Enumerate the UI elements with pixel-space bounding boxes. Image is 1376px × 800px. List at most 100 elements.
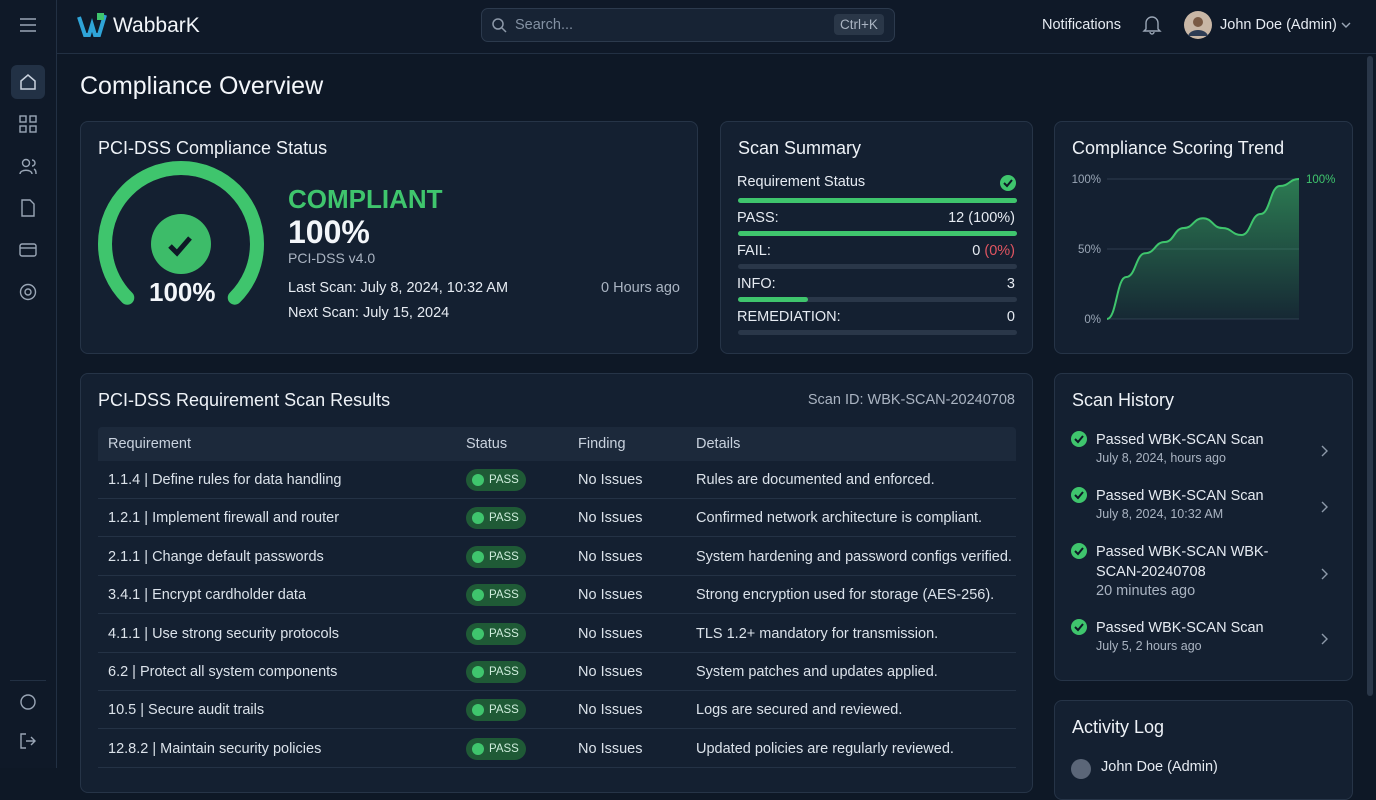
nav-logout[interactable]	[11, 724, 45, 758]
column-header: Details	[696, 436, 741, 452]
history-title: Passed WBK-SCAN Scan	[1096, 488, 1264, 504]
notifications[interactable]: Notifications	[1042, 17, 1121, 33]
summary-note: (100%)	[968, 210, 1015, 226]
column-header: Status	[466, 436, 508, 452]
card-title: Activity Log	[1072, 717, 1165, 737]
page-title: Compliance Overview	[80, 72, 324, 100]
brand: WabbarK	[113, 14, 200, 37]
nav-billing[interactable]	[11, 233, 45, 267]
cell: 4.1.1 | Use strong security protocols	[108, 625, 340, 642]
nav-grid[interactable]	[11, 107, 45, 141]
nav-docs[interactable]	[11, 191, 45, 225]
nav-help[interactable]	[11, 685, 45, 719]
y-tick-label: 0%	[1084, 314, 1101, 326]
history-title: Passed WBK-SCAN Scan	[1096, 432, 1264, 448]
card-title: Scan History	[1072, 390, 1175, 410]
summary-value: 0 (0%)	[972, 243, 1015, 259]
cell: Strong encryption used for storage (AES-…	[696, 587, 995, 604]
history-subtitle: July 8, 2024, 10:32 AM	[1096, 507, 1224, 521]
chevron-path	[1321, 445, 1328, 457]
cell: No Issues	[578, 548, 643, 565]
badge-dot	[472, 627, 484, 640]
ok-circle	[1071, 619, 1087, 635]
history-item[interactable]: Passed WBK-SCAN Scan July 8, 2024, 10:32 …	[1071, 486, 1341, 521]
table-row: 2.1.1 | Change default passwords PASS No I…	[98, 538, 1016, 576]
badge-text: PASS	[489, 742, 519, 755]
search-box[interactable]: Search... Ctrl+K	[481, 8, 895, 42]
nav-settings[interactable]	[11, 275, 45, 309]
chevron[interactable]	[1341, 22, 1351, 28]
badge-text: PASS	[489, 666, 519, 678]
status: COMPLIANT	[288, 184, 443, 214]
trend-area	[1107, 179, 1299, 319]
cell: No Issues	[578, 740, 643, 757]
cell: System patches and updates applied.	[696, 664, 938, 680]
status-badge: PASS	[466, 699, 526, 722]
summary-label: PASS:	[737, 210, 779, 226]
gauge-label: 100%	[149, 277, 216, 307]
card-title: PCI-DSS Compliance Status	[98, 138, 328, 158]
status-bar	[738, 198, 1017, 203]
badge-text: PASS	[489, 512, 519, 525]
cell: Confirmed network architecture is compli…	[696, 510, 983, 527]
ok-check	[1074, 623, 1084, 632]
status-card: PCI-DSS Compliance Status 100% COMPLIANT…	[80, 121, 698, 354]
trend-chart: 0% 50% 100% 100%	[1072, 174, 1336, 326]
search-shortcut: Ctrl+K	[834, 14, 884, 35]
cell: Logs are secured and reviewed.	[696, 702, 903, 719]
cell: 12.8.2 | Maintain security policies	[108, 740, 322, 757]
avatar[interactable]	[1184, 11, 1212, 39]
history-item[interactable]: Passed WBK-SCAN Scan July 5, 2 hours ago	[1071, 618, 1341, 653]
ok-check	[1074, 491, 1084, 500]
cell: Rules are documented and enforced.	[696, 472, 935, 488]
check	[168, 236, 192, 257]
table-row: 6.2 | Protect all system components PASS N…	[98, 653, 1016, 691]
cell: Updated policies are regularly reviewed.	[696, 740, 954, 757]
badge-text: PASS	[489, 550, 519, 563]
bell-icon[interactable]	[1142, 15, 1162, 35]
ok-check	[1074, 547, 1084, 556]
activity-card: Activity Log John Doe (Admin)	[1054, 700, 1353, 800]
chevron	[1321, 445, 1328, 457]
top-bar: WabbarK Search... Ctrl+K Notifications J…	[57, 0, 1376, 54]
summary-bar	[738, 330, 1017, 335]
last-scan: Last Scan: July 8, 2024, 10:32 AM	[288, 280, 509, 296]
summary-count: 0	[972, 243, 981, 259]
cell: No Issues	[578, 625, 643, 642]
summary-note: (0%)	[984, 243, 1015, 259]
cell: 10.5 | Secure audit trails	[108, 702, 265, 719]
status-badge: PASS	[466, 469, 526, 491]
sidebar	[0, 0, 57, 768]
badge-dot	[472, 666, 484, 678]
chevron	[1321, 568, 1328, 580]
table-row: 3.4.1 | Encrypt cardholder data PASS No Is…	[98, 576, 1016, 615]
user-name[interactable]: John Doe (Admin)	[1220, 17, 1337, 33]
scan-age: 0 Hours ago	[601, 280, 680, 296]
history-subtitle: July 8, 2024, hours ago	[1096, 451, 1226, 465]
table-row: 4.1.1 | Use strong security protocols PAS…	[98, 615, 1016, 653]
next-scan: Next Scan: July 15, 2024	[288, 305, 450, 321]
ok-icon	[1071, 487, 1087, 503]
chevron-path	[1321, 568, 1328, 580]
badge-text: PASS	[489, 704, 519, 717]
summary-count: 12	[948, 210, 965, 226]
cell: No Issues	[578, 702, 643, 719]
badge-text: PASS	[489, 627, 519, 640]
cell: 3.4.1 | Encrypt cardholder data	[108, 587, 307, 604]
table-row: 1.1.4 | Define rules for data handling PA…	[98, 461, 1016, 499]
scrollbar	[1367, 56, 1373, 696]
nav-home[interactable]	[11, 65, 45, 99]
activity-text: John Doe (Admin)	[1101, 759, 1218, 775]
chevron	[1321, 501, 1328, 513]
summary-bar-fill	[738, 231, 1017, 236]
summary-heading: Requirement Status	[737, 174, 866, 190]
history-subtitle: July 5, 2 hours ago	[1096, 639, 1202, 653]
history-item[interactable]: Passed WBK-SCAN WBK-SCAN-20240708 20 minu…	[1071, 542, 1341, 599]
end-label: 100%	[1306, 174, 1335, 186]
menu-icon[interactable]	[20, 18, 36, 32]
sidebar-divider	[10, 680, 46, 681]
nav-users[interactable]	[11, 149, 45, 183]
history-item[interactable]: Passed WBK-SCAN Scan July 8, 2024, hours …	[1071, 430, 1341, 465]
badge-dot	[472, 550, 484, 563]
history-card: Scan History Passed WBK-SCAN Scan July 8,…	[1054, 373, 1353, 681]
